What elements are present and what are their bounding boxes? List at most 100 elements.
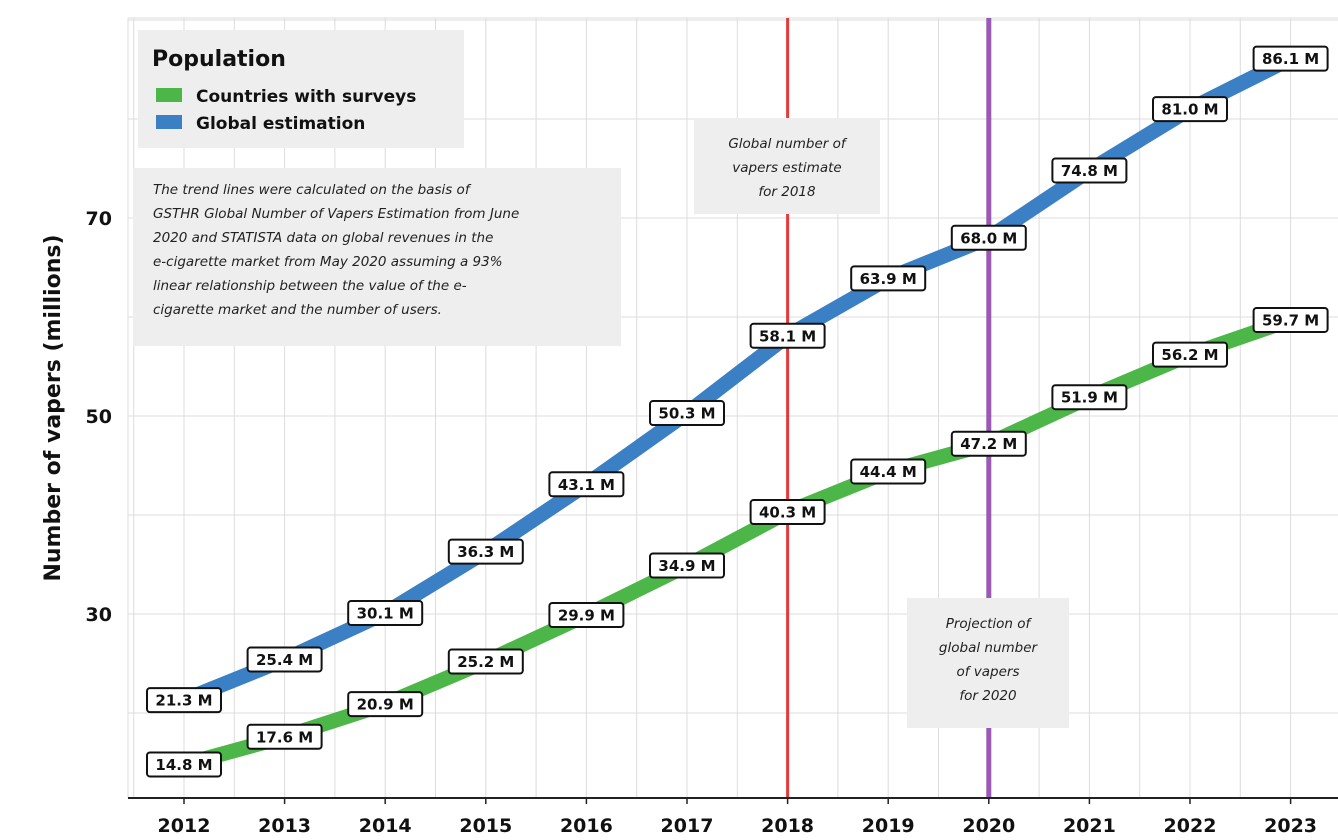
data-label-text: 68.0 M [960,229,1017,247]
data-label: 47.2 M [950,430,1027,457]
data-label: 59.7 M [1252,306,1329,333]
data-label-text: 81.0 M [1161,101,1218,119]
data-label-text: 34.9 M [658,557,715,575]
legend-box [138,30,464,148]
data-label-box [1051,384,1128,411]
annotation-line: global number [938,640,1038,656]
data-label: 21.3 M [146,687,222,714]
x-tick-label: 2013 [258,815,311,837]
data-label: 25.2 M [447,648,524,675]
annotation-line: e-cigarette market from May 2020 assumin… [153,254,503,270]
data-label: 17.6 M [246,723,323,750]
data-label-box [850,458,927,485]
data-label-text: 40.3 M [759,504,816,522]
data-label-text: 56.2 M [1161,346,1218,364]
y-tick-label: 70 [86,208,112,230]
annotation-line: of vapers [956,664,1020,680]
data-label-box [347,691,424,718]
data-label-text: 36.3 M [457,543,514,561]
data-label-text: 51.9 M [1061,389,1118,407]
data-label-text: 58.1 M [759,327,816,345]
x-tick-label: 2018 [761,815,814,837]
data-label: 50.3 M [649,400,725,427]
data-label-text: 63.9 M [860,270,917,288]
data-label-text: 43.1 M [558,476,615,494]
x-tick-label: 2022 [1164,815,1217,837]
legend-swatch [156,88,182,102]
data-label: 43.1 M [548,471,625,498]
data-label-box [447,648,524,675]
data-label-box [246,723,323,750]
data-label-text: 20.9 M [357,696,414,714]
legend-label: Global estimation [196,114,365,134]
legend-title: Population [152,47,286,72]
x-tick-label: 2016 [560,815,613,837]
data-label-text: 59.7 M [1262,311,1319,329]
data-label-box [1252,306,1329,333]
data-label: 81.0 M [1152,96,1228,123]
x-tick-label: 2023 [1264,815,1317,837]
data-label-box [749,499,826,526]
data-label: 36.3 M [447,538,524,565]
data-label-text: 74.8 M [1061,162,1118,180]
x-tick-label: 2020 [962,815,1015,837]
data-label: 63.9 M [850,265,927,292]
data-label-text: 25.2 M [457,653,514,671]
annotation-line: for 2018 [758,184,816,200]
annotation-line: The trend lines were calculated on the b… [153,182,470,198]
data-label-box [246,646,323,673]
data-label: 34.9 M [649,552,725,579]
data-label: 20.9 M [347,691,424,718]
data-label-box [347,600,424,627]
data-label-text: 14.8 M [155,756,212,774]
x-tick-label: 2014 [359,815,412,837]
annotation-line: cigarette market and the number of users… [153,302,442,318]
data-label: 68.0 M [950,224,1027,251]
data-label-box [749,322,826,349]
legend-label: Countries with surveys [196,87,416,107]
annotation-line: 2020 and STATISTA data on global revenue… [153,230,494,246]
x-tick-label: 2015 [459,815,512,837]
data-label-text: 47.2 M [960,435,1017,453]
annotation-line: for 2020 [959,688,1017,704]
data-label-box [649,400,725,427]
x-tick-label: 2017 [661,815,714,837]
data-label-box [950,430,1027,457]
data-label-box [146,751,222,778]
y-tick-label: 50 [86,406,112,428]
data-label: 74.8 M [1051,157,1128,184]
x-tick-label: 2012 [158,815,211,837]
vline-2020-annotation: Projection of global number of vapers fo… [907,598,1069,728]
data-label-text: 17.6 M [256,728,313,746]
data-label-box [548,601,625,628]
annotation-line: GSTHR Global Number of Vapers Estimation… [153,206,520,222]
x-tick-label: 2019 [862,815,915,837]
data-label-text: 44.4 M [860,463,917,481]
data-label-box [447,538,524,565]
y-axis-title: Number of vapers (millions) [41,234,66,581]
data-label: 56.2 M [1152,341,1228,368]
data-label-box [1152,96,1228,123]
annotation-line: linear relationship between the value of… [153,278,467,294]
data-label: 40.3 M [749,499,826,526]
annotation-line: Projection of [945,616,1031,632]
data-label: 51.9 M [1051,384,1128,411]
y-tick-label: 30 [86,604,112,626]
data-label-text: 50.3 M [658,405,715,423]
data-label: 25.4 M [246,646,323,673]
vline-2018-annotation: Global number of vapers estimate for 201… [694,118,880,214]
x-tick-label: 2021 [1063,815,1116,837]
data-label: 44.4 M [850,458,927,485]
data-label-text: 86.1 M [1262,50,1319,68]
data-label: 58.1 M [749,322,826,349]
data-label-text: 29.9 M [558,606,615,624]
annotation-line: vapers estimate [732,160,842,176]
data-label-box [850,265,927,292]
data-label: 29.9 M [548,601,625,628]
annotation-line: Global number of [728,136,846,152]
data-label-box [548,471,625,498]
data-label-box [950,224,1027,251]
data-label-text: 21.3 M [155,692,212,710]
